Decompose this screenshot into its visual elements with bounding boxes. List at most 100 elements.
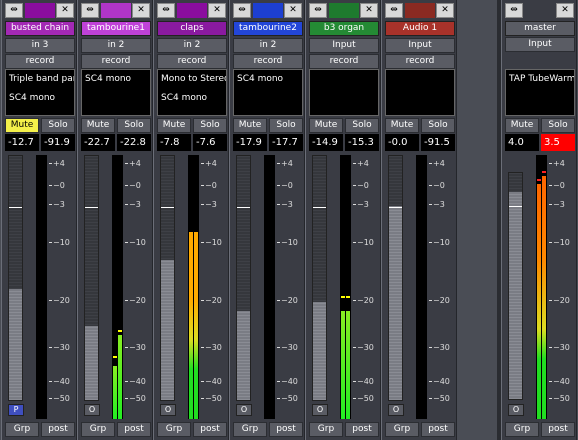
track-name-button[interactable]: Audio 1 (385, 21, 455, 36)
plugin-item[interactable]: SC4 mono (161, 93, 208, 103)
meter-point-button[interactable]: post (421, 422, 455, 437)
width-toggle-button[interactable]: ⇹ (385, 3, 403, 18)
group-button[interactable]: Grp (157, 422, 191, 437)
gain-fader[interactable] (84, 155, 99, 401)
meter-point-button[interactable]: post (193, 422, 227, 437)
record-button[interactable]: record (385, 54, 455, 69)
group-button[interactable]: Grp (5, 422, 39, 437)
plugin-box[interactable]: Mono to Stereo SC4 mono (157, 69, 227, 116)
gain-fader[interactable] (8, 155, 23, 401)
hide-strip-button[interactable]: ✕ (208, 3, 226, 18)
plugin-item[interactable] (310, 89, 378, 108)
automation-button[interactable]: O (388, 404, 404, 416)
automation-button[interactable]: O (312, 404, 328, 416)
meter-point-button[interactable]: post (41, 422, 75, 437)
plugin-item[interactable] (82, 89, 150, 108)
gain-display[interactable]: -0.0 (385, 134, 419, 151)
hide-strip-button[interactable]: ✕ (360, 3, 378, 18)
hide-strip-button[interactable]: ✕ (284, 3, 302, 18)
meter-point-button[interactable]: post (345, 422, 379, 437)
plugin-box[interactable]: SC4 mono (81, 69, 151, 116)
record-button[interactable]: record (157, 54, 227, 69)
width-toggle-button[interactable]: ⇹ (309, 3, 327, 18)
automation-button[interactable]: O (84, 404, 100, 416)
track-name-button[interactable]: b3 organ (309, 21, 379, 36)
plugin-box[interactable]: Triple band par SC4 mono (5, 69, 75, 116)
track-name-button[interactable]: busted chain (5, 21, 75, 36)
plugin-item[interactable] (386, 70, 454, 89)
plugin-item[interactable]: Triple band par (9, 74, 75, 84)
gain-display[interactable]: -12.7 (5, 134, 39, 151)
gain-display[interactable]: 4.0 (505, 134, 539, 151)
plugin-box[interactable] (309, 69, 379, 116)
plugin-item[interactable]: TAP TubeWarmt (509, 74, 575, 84)
track-name-button[interactable]: tambourine2 (233, 21, 303, 36)
hide-strip-button[interactable]: ✕ (556, 3, 574, 18)
group-button[interactable]: Grp (233, 422, 267, 437)
plugin-item[interactable]: SC4 mono (85, 74, 132, 84)
track-name-button[interactable]: claps (157, 21, 227, 36)
mute-button[interactable]: Mute (81, 118, 115, 133)
gain-display[interactable]: -7.8 (157, 134, 191, 151)
track-name-button[interactable]: tambourine1 (81, 21, 151, 36)
width-toggle-button[interactable]: ⇹ (233, 3, 251, 18)
solo-button[interactable]: Solo (193, 118, 227, 133)
input-button[interactable]: Input (309, 38, 379, 53)
gain-fader[interactable] (236, 155, 251, 401)
mute-button[interactable]: Mute (505, 118, 539, 133)
width-toggle-button[interactable]: ⇹ (5, 3, 23, 18)
track-name-button[interactable]: master (505, 21, 575, 36)
group-button[interactable]: Grp (81, 422, 115, 437)
input-button[interactable]: Input (385, 38, 455, 53)
mute-button[interactable]: Mute (385, 118, 419, 133)
hide-strip-button[interactable]: ✕ (436, 3, 454, 18)
peak-display[interactable]: 3.5 (541, 134, 575, 151)
solo-button[interactable]: Solo (345, 118, 379, 133)
plugin-item[interactable]: SC4 mono (9, 93, 56, 103)
width-toggle-button[interactable]: ⇹ (81, 3, 99, 18)
solo-button[interactable]: Solo (541, 118, 575, 133)
peak-display[interactable]: -22.8 (117, 134, 151, 151)
solo-button[interactable]: Solo (269, 118, 303, 133)
gain-fader[interactable] (312, 155, 327, 401)
meter-point-button[interactable]: post (269, 422, 303, 437)
pane-divider[interactable] (497, 0, 501, 440)
width-toggle-button[interactable]: ⇹ (505, 3, 523, 18)
plugin-box[interactable]: SC4 mono (233, 69, 303, 116)
gain-display[interactable]: -14.9 (309, 134, 343, 151)
plugin-box[interactable] (385, 69, 455, 116)
gain-fader[interactable] (508, 172, 523, 400)
input-button[interactable]: in 3 (5, 38, 75, 53)
automation-button[interactable]: O (508, 404, 524, 416)
mute-button[interactable]: Mute (309, 118, 343, 133)
plugin-item[interactable] (234, 89, 302, 108)
peak-display[interactable]: -7.6 (193, 134, 227, 151)
record-button[interactable]: record (233, 54, 303, 69)
record-button[interactable]: record (81, 54, 151, 69)
solo-button[interactable]: Solo (421, 118, 455, 133)
hide-strip-button[interactable]: ✕ (56, 3, 74, 18)
mute-button[interactable]: Mute (233, 118, 267, 133)
record-button[interactable]: record (309, 54, 379, 69)
plugin-item[interactable]: Mono to Stereo (161, 74, 227, 84)
record-button[interactable]: record (5, 54, 75, 69)
meter-point-button[interactable]: post (117, 422, 151, 437)
input-button[interactable]: in 2 (233, 38, 303, 53)
plugin-box[interactable]: TAP TubeWarmt (505, 69, 575, 116)
plugin-item[interactable] (310, 70, 378, 89)
solo-button[interactable]: Solo (117, 118, 151, 133)
gain-fader[interactable] (160, 155, 175, 401)
mute-button[interactable]: Mute (157, 118, 191, 133)
mute-button[interactable]: Mute (5, 118, 39, 133)
peak-display[interactable]: -15.3 (345, 134, 379, 151)
solo-button[interactable]: Solo (41, 118, 75, 133)
input-button[interactable]: in 2 (157, 38, 227, 53)
peak-display[interactable]: -17.7 (269, 134, 303, 151)
automation-button[interactable]: P (8, 404, 24, 416)
width-toggle-button[interactable]: ⇹ (157, 3, 175, 18)
input-button[interactable]: in 2 (81, 38, 151, 53)
plugin-item[interactable]: SC4 mono (237, 74, 284, 84)
automation-button[interactable]: O (160, 404, 176, 416)
gain-display[interactable]: -17.9 (233, 134, 267, 151)
plugin-item[interactable] (386, 89, 454, 108)
